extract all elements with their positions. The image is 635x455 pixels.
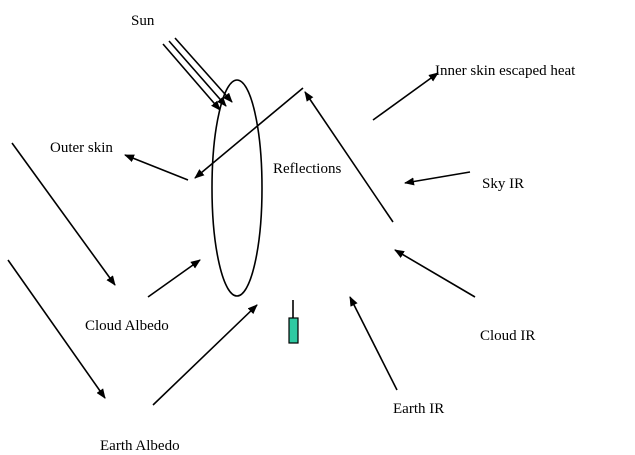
label: Cloud IR [480,328,535,344]
sun-rays [162,37,233,111]
earth-albedo-incoming-arrow [7,259,106,399]
cloud-albedo-arrow [147,259,201,298]
sensor [288,317,299,344]
label: Reflections [273,161,341,177]
label: Inner skin escaped heat [435,63,576,79]
label: Cloud Albedo [85,318,169,334]
outer-skin-arrow [124,154,189,181]
reflection-arrow [194,87,304,179]
reflection-incoming-arrow [304,91,394,223]
skin-ellipse [211,79,263,297]
earth-albedo-arrow [152,304,258,406]
inner-skin-arrow [372,72,439,121]
cloud-ir-arrow [394,249,476,298]
label: Earth Albedo [100,438,180,454]
label: Sun [131,13,155,29]
cloud-albedo-incoming-arrow [11,142,116,286]
sky-ir-arrow [404,171,471,186]
earth-ir-arrow [349,296,398,391]
label: Earth IR [393,401,444,417]
label: Sky IR [482,176,524,192]
label: Outer skin [50,140,113,156]
